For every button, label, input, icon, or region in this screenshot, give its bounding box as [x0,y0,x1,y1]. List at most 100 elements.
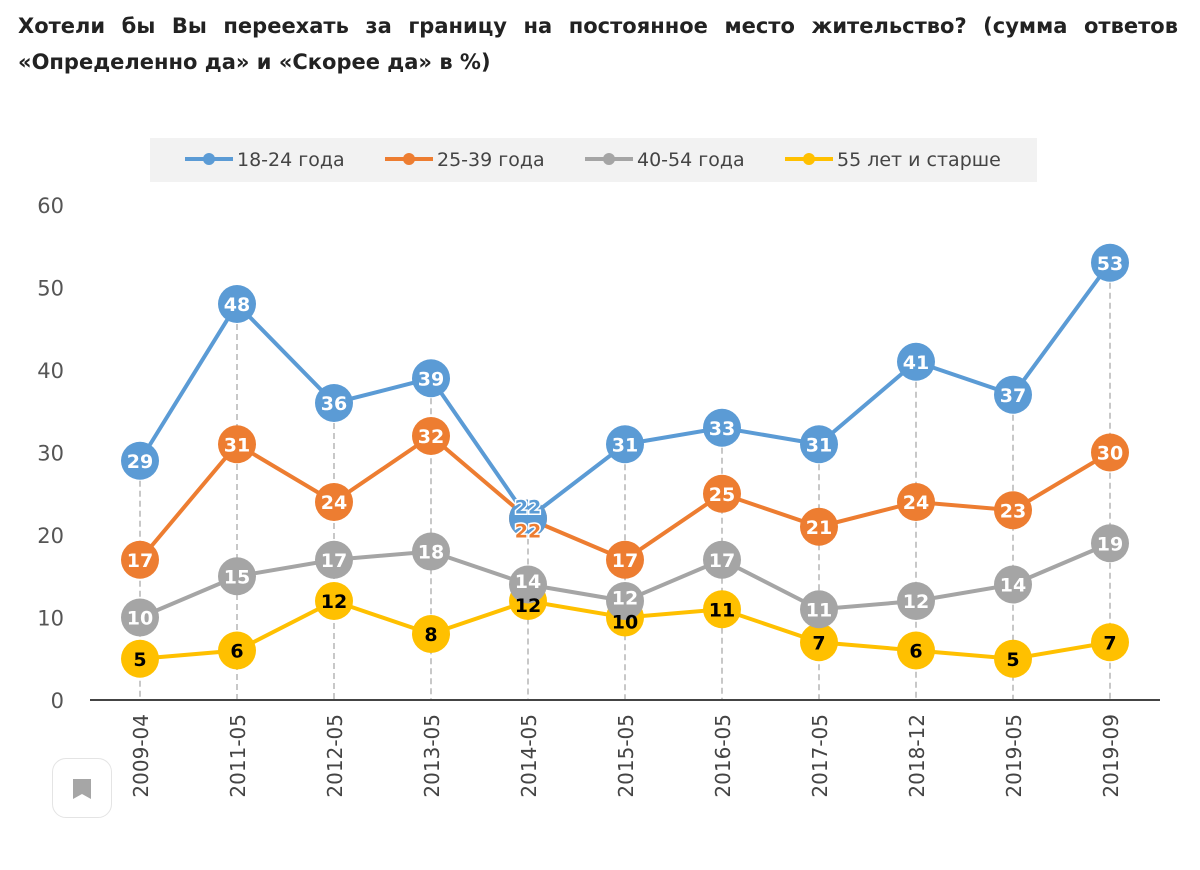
data-label-3: 5 [1006,649,1019,671]
data-label-0: 33 [709,418,735,440]
data-label-1: 23 [1000,500,1026,522]
data-point-2 [412,532,450,571]
data-label-2: 12 [903,591,929,613]
data-point-2 [218,557,256,596]
data-point-0 [994,375,1032,414]
data-label-1: 24 [903,492,929,514]
x-tick-label: 2018-12 [905,714,929,798]
data-point-3 [800,623,838,662]
data-point-0 [315,384,353,422]
data-label-1: 17 [612,550,638,572]
data-label-3: 7 [812,632,825,654]
data-label-1: 30 [1097,443,1123,465]
data-label-1: 24 [321,492,347,514]
legend-label-0: 18-24 года [237,149,345,171]
data-point-3 [218,631,256,670]
data-point-0 [800,425,838,464]
data-label-0: 29 [127,451,153,473]
data-label-1: 21 [806,517,832,539]
data-point-0 [218,285,256,323]
data-label-0: 37 [1000,385,1026,407]
legend-marker-1 [403,153,415,165]
data-point-3 [703,590,741,629]
data-label-2: 11 [806,599,832,621]
y-tick-label: 20 [37,524,64,548]
data-point-2 [703,540,741,579]
data-point-3 [897,631,935,670]
chart-title: Хотели бы Вы переехать за границу на пос… [18,14,1178,74]
legend-label-3: 55 лет и старше [837,149,1001,171]
data-label-2: 14 [515,571,541,593]
data-label-2: 14 [1000,575,1026,597]
data-point-2 [509,565,547,604]
data-point-0 [121,441,159,480]
data-point-3 [412,615,450,653]
data-label-2: 15 [224,566,250,588]
data-point-0 [1091,243,1129,282]
data-label-3: 12 [515,595,541,617]
legend-marker-2 [603,153,615,165]
data-point-0 [412,359,450,398]
data-label-1: 22 [515,521,541,543]
x-tick-label: 2011-05 [226,714,250,798]
data-point-1 [121,540,159,579]
data-point-2 [121,598,159,637]
data-label-2: 17 [709,550,735,572]
data-point-1 [800,507,838,546]
legend-marker-0 [203,153,215,165]
data-label-2: 17 [321,550,347,572]
data-point-1 [218,425,256,464]
data-label-1: 25 [709,484,735,506]
x-tick-label: 2019-05 [1002,714,1026,798]
data-point-0 [606,425,644,464]
x-tick-label: 2019-09 [1099,714,1123,798]
data-point-3 [315,582,353,620]
legend-label-2: 40-54 года [637,149,745,171]
y-tick-label: 0 [51,689,64,713]
data-point-2 [315,540,353,579]
data-point-2 [800,590,838,629]
x-tick-label: 2015-05 [614,714,638,798]
data-label-3: 12 [321,591,347,613]
legend-label-1: 25-39 года [437,149,545,171]
data-label-3: 8 [424,624,437,646]
data-label-0: 22 [515,497,541,519]
y-tick-label: 30 [37,442,64,466]
y-tick-label: 60 [37,194,64,218]
y-tick-label: 50 [37,277,64,301]
x-tick-label: 2014-05 [517,714,541,798]
data-label-0: 53 [1097,253,1123,275]
data-label-0: 41 [903,352,929,374]
legend-marker-3 [803,153,815,165]
data-label-2: 19 [1097,533,1123,555]
data-point-0 [509,499,547,538]
data-label-0: 31 [612,434,638,456]
data-label-3: 7 [1103,632,1116,654]
data-point-2 [1091,524,1129,563]
data-point-3 [121,639,159,678]
data-point-1 [897,483,935,521]
data-point-2 [606,582,644,620]
data-label-0: 39 [418,368,444,390]
data-point-0 [897,342,935,381]
data-label-3: 10 [612,611,638,633]
data-label-0: 31 [806,434,832,456]
bookmark-icon [73,779,91,799]
data-label-2: 18 [418,542,444,564]
data-label-2: 10 [127,608,153,630]
data-label-1: 17 [127,550,153,572]
data-label-2: 12 [612,587,638,609]
data-label-3: 5 [133,649,146,671]
data-label-1: 32 [418,426,444,448]
bookmark-button[interactable] [52,758,112,818]
y-tick-label: 10 [37,607,64,631]
data-point-1 [994,491,1032,530]
data-point-3 [1091,623,1129,662]
data-point-0 [703,408,741,447]
x-tick-label: 2013-05 [420,714,444,798]
data-point-1 [703,474,741,513]
data-point-2 [994,565,1032,604]
data-point-1 [1091,433,1129,472]
x-tick-label: 2009-04 [129,714,153,798]
